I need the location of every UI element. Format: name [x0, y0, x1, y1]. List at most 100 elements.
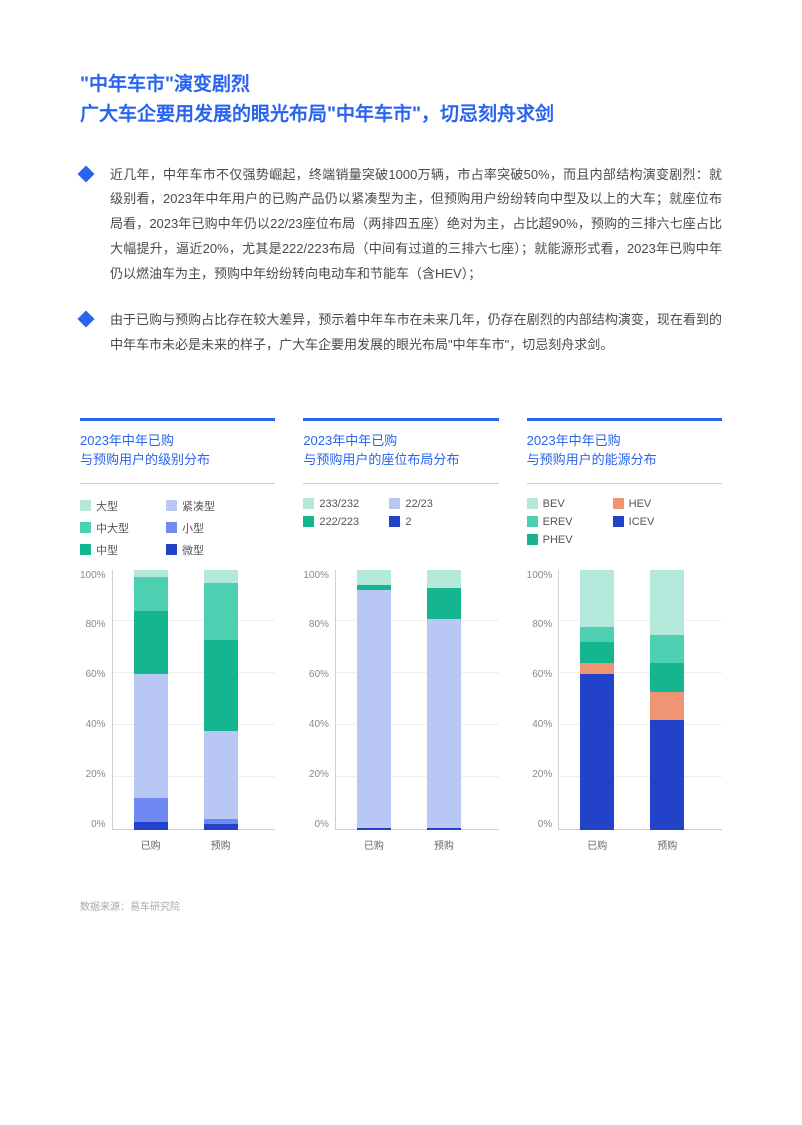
bar-segment	[427, 570, 461, 588]
legend-item: 233/232	[303, 498, 375, 510]
bar-segment	[357, 570, 391, 586]
bar-segment	[134, 577, 168, 611]
legend-swatch	[527, 516, 538, 527]
legend-label: 中大型	[96, 520, 129, 536]
page-title: "中年车市"演变剧烈 广大车企要用发展的眼光布局"中年车市"，切忌刻舟求剑	[80, 70, 722, 131]
y-tick: 100%	[303, 570, 329, 581]
bar-segment	[580, 674, 614, 830]
x-label: 已购	[572, 837, 622, 852]
bar-segment	[650, 692, 684, 721]
chart-panel-2: 2023年中年已购与预购用户的座位布局分布 233/232 22/23 222/223…	[303, 418, 498, 870]
bar-segment	[134, 798, 168, 821]
y-tick: 60%	[86, 669, 106, 680]
y-axis: 100%80%60%40%20%0%	[80, 570, 112, 830]
legend-label: 微型	[182, 542, 204, 558]
bar-segment	[427, 828, 461, 829]
chart-panel-3: 2023年中年已购与预购用户的能源分布 BEV HEV EREV ICEV PHEV 100…	[527, 418, 722, 870]
y-tick: 80%	[86, 619, 106, 630]
stacked-bar	[134, 570, 168, 830]
chart-legend: BEV HEV EREV ICEV PHEV	[527, 498, 722, 562]
y-tick: 80%	[309, 619, 329, 630]
chart-title: 2023年中年已购与预购用户的能源分布	[527, 418, 722, 484]
bar-segment	[650, 720, 684, 829]
legend-swatch	[303, 516, 314, 527]
legend-label: 中型	[96, 542, 118, 558]
y-axis: 100%80%60%40%20%0%	[527, 570, 559, 830]
bullet-list: 近几年，中年车市不仅强势崛起，终端销量突破1000万辆，市占率突破50%，而且内…	[80, 163, 722, 358]
y-tick: 40%	[309, 719, 329, 730]
bar-segment	[650, 663, 684, 692]
legend-item: EREV	[527, 516, 599, 528]
bar-segment	[204, 570, 238, 583]
bar-segment	[134, 822, 168, 830]
bullet-text: 近几年，中年车市不仅强势崛起，终端销量突破1000万辆，市占率突破50%，而且内…	[110, 163, 722, 286]
chart-title: 2023年中年已购与预购用户的座位布局分布	[303, 418, 498, 484]
y-tick: 100%	[527, 570, 553, 581]
x-label: 已购	[349, 837, 399, 852]
legend-item: 22/23	[389, 498, 461, 510]
bar-segment	[134, 570, 168, 578]
bar-segment	[580, 570, 614, 627]
bullet-text: 由于已购与预购占比存在较大差异，预示着中年车市在未来几年，仍存在剧烈的内部结构演…	[110, 308, 722, 357]
legend-swatch	[166, 522, 177, 533]
legend-label: EREV	[543, 516, 573, 528]
bar-segment	[580, 627, 614, 643]
y-tick: 60%	[309, 669, 329, 680]
legend-swatch	[527, 498, 538, 509]
x-label: 预购	[642, 837, 692, 852]
legend-label: 大型	[96, 498, 118, 514]
y-tick: 20%	[86, 769, 106, 780]
legend-label: BEV	[543, 498, 565, 510]
stacked-bar	[580, 570, 614, 830]
legend-label: 233/232	[319, 498, 359, 510]
y-tick: 80%	[532, 619, 552, 630]
legend-item: 微型	[166, 542, 238, 558]
chart-legend: 大型紧凑型中大型小型中型微型	[80, 498, 275, 562]
bar-segment	[204, 583, 238, 640]
y-tick: 60%	[532, 669, 552, 680]
legend-swatch	[613, 498, 624, 509]
legend-swatch	[527, 534, 538, 545]
legend-item: 中大型	[80, 520, 152, 536]
stacked-bar	[650, 570, 684, 830]
bar-segment	[134, 611, 168, 673]
stacked-bar	[204, 570, 238, 830]
legend-swatch	[303, 498, 314, 509]
legend-swatch	[80, 522, 91, 533]
y-tick: 0%	[538, 819, 552, 830]
bar-segment	[134, 674, 168, 799]
legend-label: ICEV	[629, 516, 655, 528]
bars-zone: 已购 预购	[335, 570, 499, 870]
bar-segment	[357, 828, 391, 829]
legend-label: PHEV	[543, 534, 573, 546]
data-source: 数据来源：易车研究院	[80, 898, 722, 913]
bar-segment	[357, 590, 391, 828]
legend-label: HEV	[629, 498, 652, 510]
legend-swatch	[389, 498, 400, 509]
bar-segment	[427, 588, 461, 619]
y-tick: 20%	[309, 769, 329, 780]
bullet-item: 近几年，中年车市不仅强势崛起，终端销量突破1000万辆，市占率突破50%，而且内…	[80, 163, 722, 286]
plot-area: 100%80%60%40%20%0%已购预购	[80, 570, 275, 870]
charts-row: 2023年中年已购与预购用户的级别分布大型紧凑型中大型小型中型微型100%80%…	[80, 418, 722, 870]
y-tick: 20%	[532, 769, 552, 780]
legend-label: 小型	[182, 520, 204, 536]
legend-label: 2	[405, 516, 411, 528]
bar-segment	[650, 570, 684, 635]
title-line-1: "中年车市"演变剧烈	[80, 70, 722, 100]
x-label: 预购	[419, 837, 469, 852]
y-tick: 100%	[80, 570, 106, 581]
legend-label: 22/23	[405, 498, 433, 510]
bar-segment	[427, 619, 461, 828]
chart-legend: 233/232 22/23 222/223 2	[303, 498, 498, 562]
diamond-icon	[78, 165, 95, 182]
y-tick: 0%	[314, 819, 328, 830]
legend-item: 222/223	[303, 516, 375, 528]
y-axis: 100% 80% 60% 40% 20% 0%	[303, 570, 335, 830]
legend-swatch	[389, 516, 400, 527]
stacked-bar	[427, 570, 461, 830]
bars-zone: 已购 预购	[558, 570, 722, 870]
x-label: 预购	[196, 837, 246, 852]
legend-item: BEV	[527, 498, 599, 510]
chart-title: 2023年中年已购与预购用户的级别分布	[80, 418, 275, 484]
